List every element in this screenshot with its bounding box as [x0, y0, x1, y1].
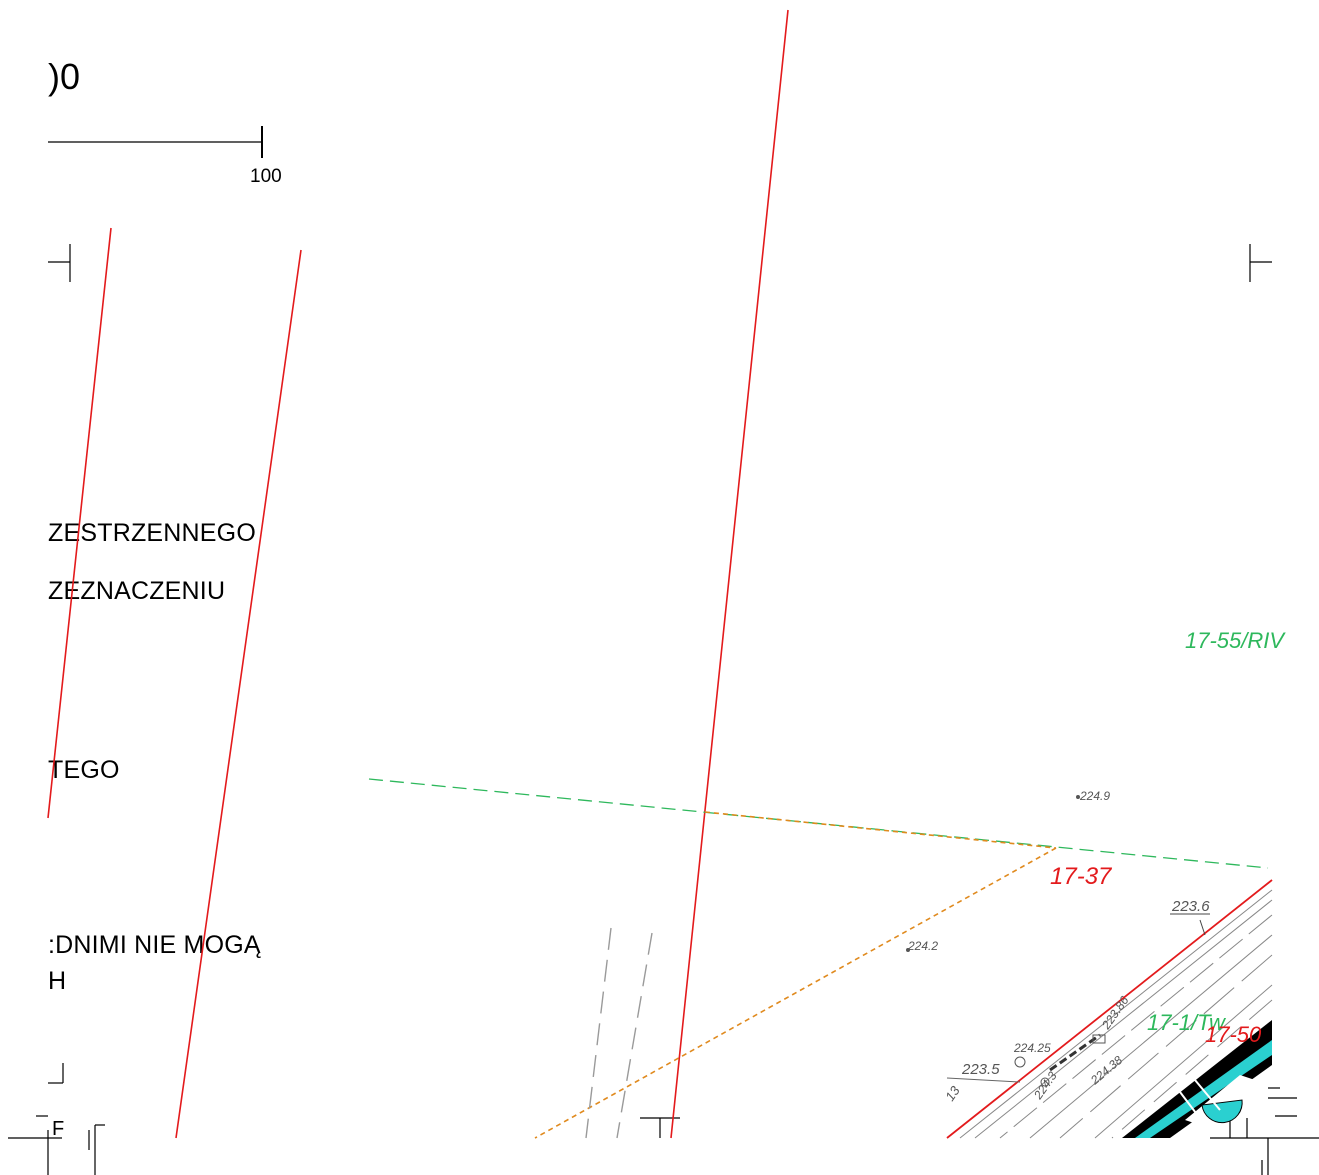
- legend-line-1: ZESTRZENNEGO: [48, 519, 256, 547]
- elevation-224-25: 224.25: [1013, 1041, 1051, 1055]
- plot-label-17-37: 17-37: [1050, 863, 1113, 890]
- scale-title: )0: [48, 56, 81, 97]
- scale-bar: [48, 126, 263, 158]
- scale-bar-number: 100: [250, 166, 282, 187]
- legend-line-4: :DNIMI NIE MOGĄ: [48, 931, 261, 959]
- orange-dashed-lines: [534, 811, 1057, 1139]
- crop-marks: [8, 244, 1319, 1175]
- elevation-223-5: 223.5: [961, 1061, 1000, 1078]
- elevation-224-2: 224.2: [907, 939, 938, 953]
- plot-label-17-50: 17-50: [1205, 1022, 1262, 1047]
- grey-road-lines: [585, 927, 653, 1139]
- elevation-223-6: 223.6: [1171, 898, 1210, 915]
- elevation-224-38: 224.38: [1087, 1053, 1125, 1088]
- green-dashed-line: [368, 778, 1269, 869]
- rail-corridor: [946, 879, 1273, 1139]
- structure-black-band: [1122, 1020, 1272, 1138]
- red-boundary-lines: [47, 9, 789, 1139]
- plot-label-17-55: 17-55/RIV: [1185, 628, 1286, 653]
- legend-line-6: F: [52, 1118, 65, 1140]
- map-symbols: [906, 795, 1106, 1087]
- elevation-224-9: 224.9: [1079, 789, 1110, 803]
- legend-line-2: ZEZNACZENIU: [48, 577, 226, 605]
- plot-label-17-1: 17-1/Tw: [1147, 1010, 1227, 1035]
- legend-line-5: H: [48, 967, 67, 995]
- small-label-13: 13: [942, 1083, 963, 1104]
- legend-line-3: TEGO: [48, 756, 120, 784]
